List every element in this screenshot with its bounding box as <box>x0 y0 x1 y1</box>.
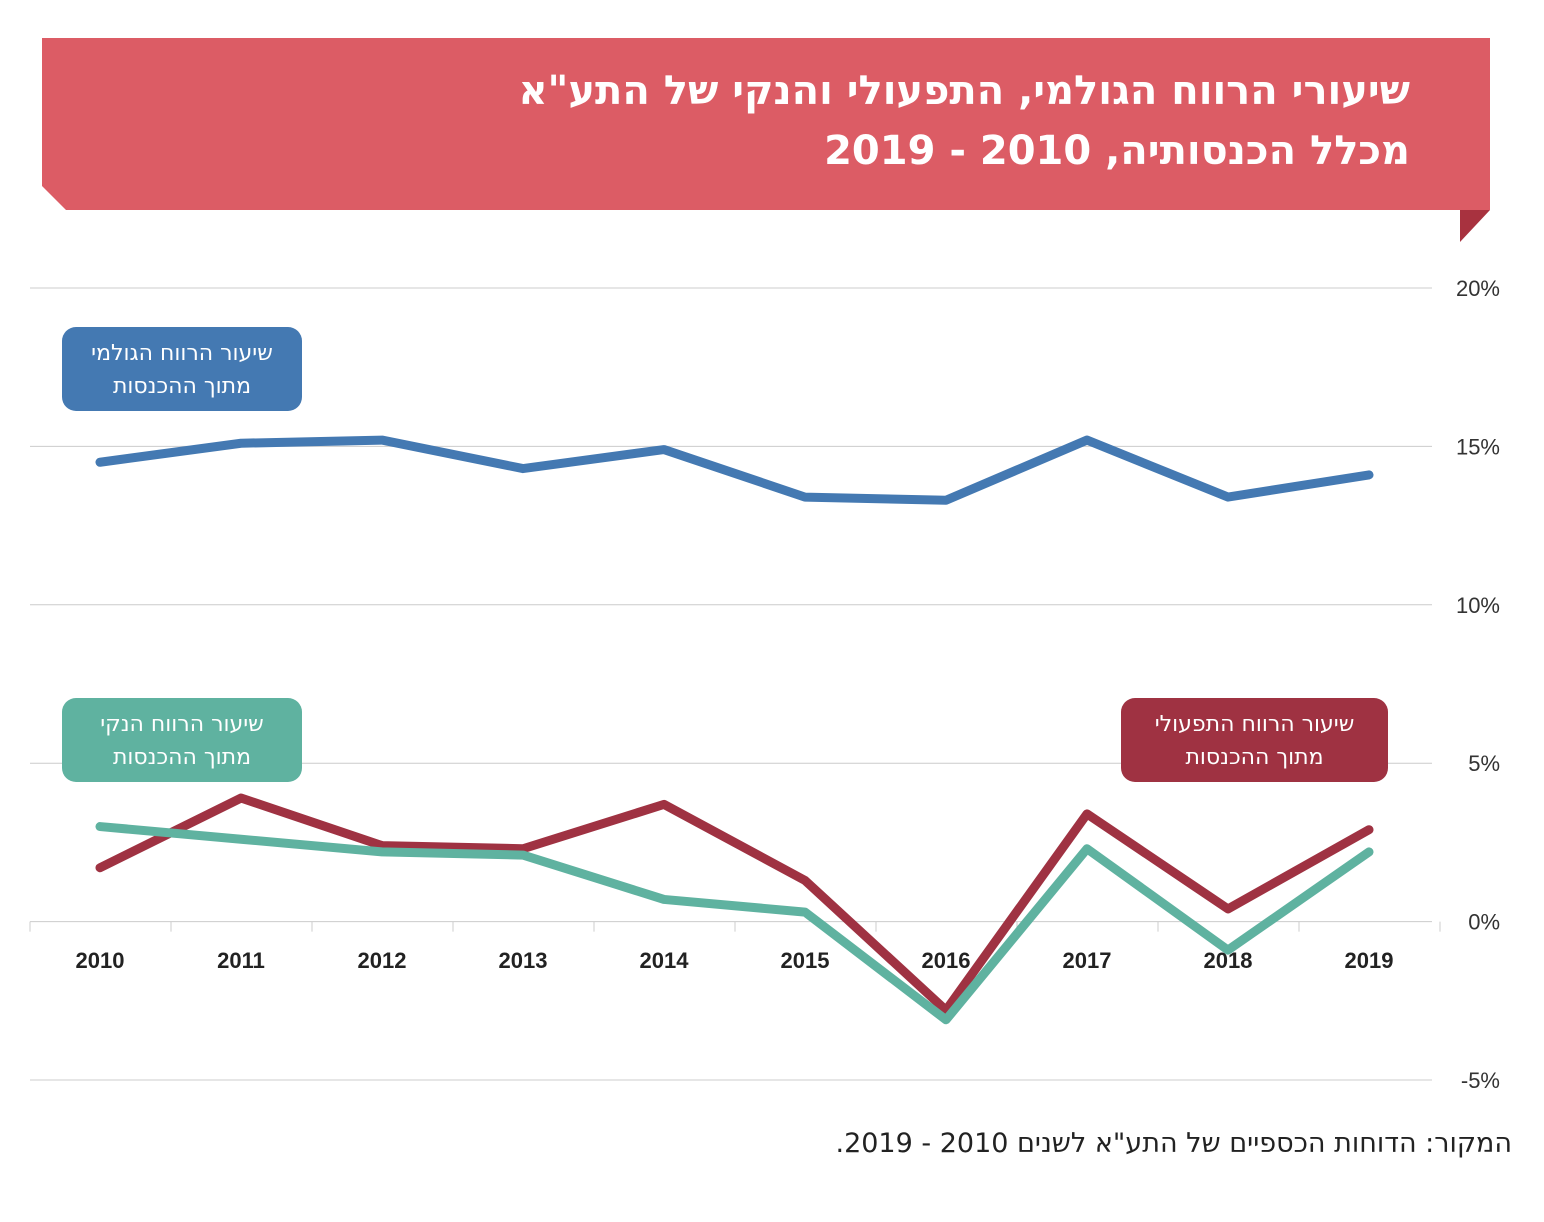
chart-title-line1: שיעורי הרווח הגולמי, התפעולי והנקי של הת… <box>518 68 1410 114</box>
series-line-operating <box>95 793 1374 1015</box>
series-label-box <box>62 327 302 411</box>
series-label-box <box>62 698 302 782</box>
series-label-line2: מתוך ההכנסות <box>113 745 251 770</box>
source-note: המקור: הדוחות הכספיים של התע"א לשנים 201… <box>835 1128 1512 1159</box>
chart-title-line2: מכלל הכנסותיה, 2010 - 2019 <box>824 128 1410 174</box>
x-tick-label: 2017 <box>1063 948 1112 973</box>
x-tick-label: 2015 <box>781 948 830 973</box>
series-line-gross <box>95 435 1374 505</box>
x-axis: 2010 2011 2012 2013 2014 2015 2016 2017 2018 2019 <box>29 921 1441 973</box>
series-label-gross: שיעור הרווח הגולמי מתוך ההכנסות <box>62 327 302 411</box>
y-tick-label: 0% <box>1468 910 1500 935</box>
title-banner: שיעורי הרווח הגולמי, התפעולי והנקי של הת… <box>42 38 1490 242</box>
y-tick-label: 10% <box>1456 593 1500 618</box>
x-tick-label: 2010 <box>76 948 125 973</box>
series-label-operating: שיעור הרווח התפעולי מתוך ההכנסות <box>1121 698 1388 782</box>
x-tick-label: 2019 <box>1345 948 1394 973</box>
banner-fold <box>1460 210 1490 242</box>
y-axis: 20% 15% 10% 5% 0% -5% <box>1456 276 1500 1093</box>
banner-background <box>42 38 1490 210</box>
series-label-line2: מתוך ההכנסות <box>113 374 251 399</box>
series-lines <box>95 435 1374 1025</box>
series-line-net <box>95 822 1374 1025</box>
series-label-line1: שיעור הרווח הנקי <box>100 712 264 737</box>
series-label-line1: שיעור הרווח הגולמי <box>91 341 273 366</box>
x-tick-label: 2011 <box>217 948 265 973</box>
y-tick-label: -5% <box>1461 1068 1500 1093</box>
x-tick-label: 2012 <box>358 948 407 973</box>
x-tick-label: 2016 <box>922 948 971 973</box>
y-tick-label: 15% <box>1456 434 1500 459</box>
y-tick-label: 5% <box>1468 751 1500 776</box>
x-tick-label: 2014 <box>640 948 690 973</box>
series-label-line2: מתוך ההכנסות <box>1185 745 1323 770</box>
x-tick-label: 2013 <box>499 948 548 973</box>
y-tick-label: 20% <box>1456 276 1500 301</box>
series-label-net: שיעור הרווח הנקי מתוך ההכנסות <box>62 698 302 782</box>
series-label-box <box>1121 698 1388 782</box>
series-label-line1: שיעור הרווח התפעולי <box>1155 712 1355 737</box>
